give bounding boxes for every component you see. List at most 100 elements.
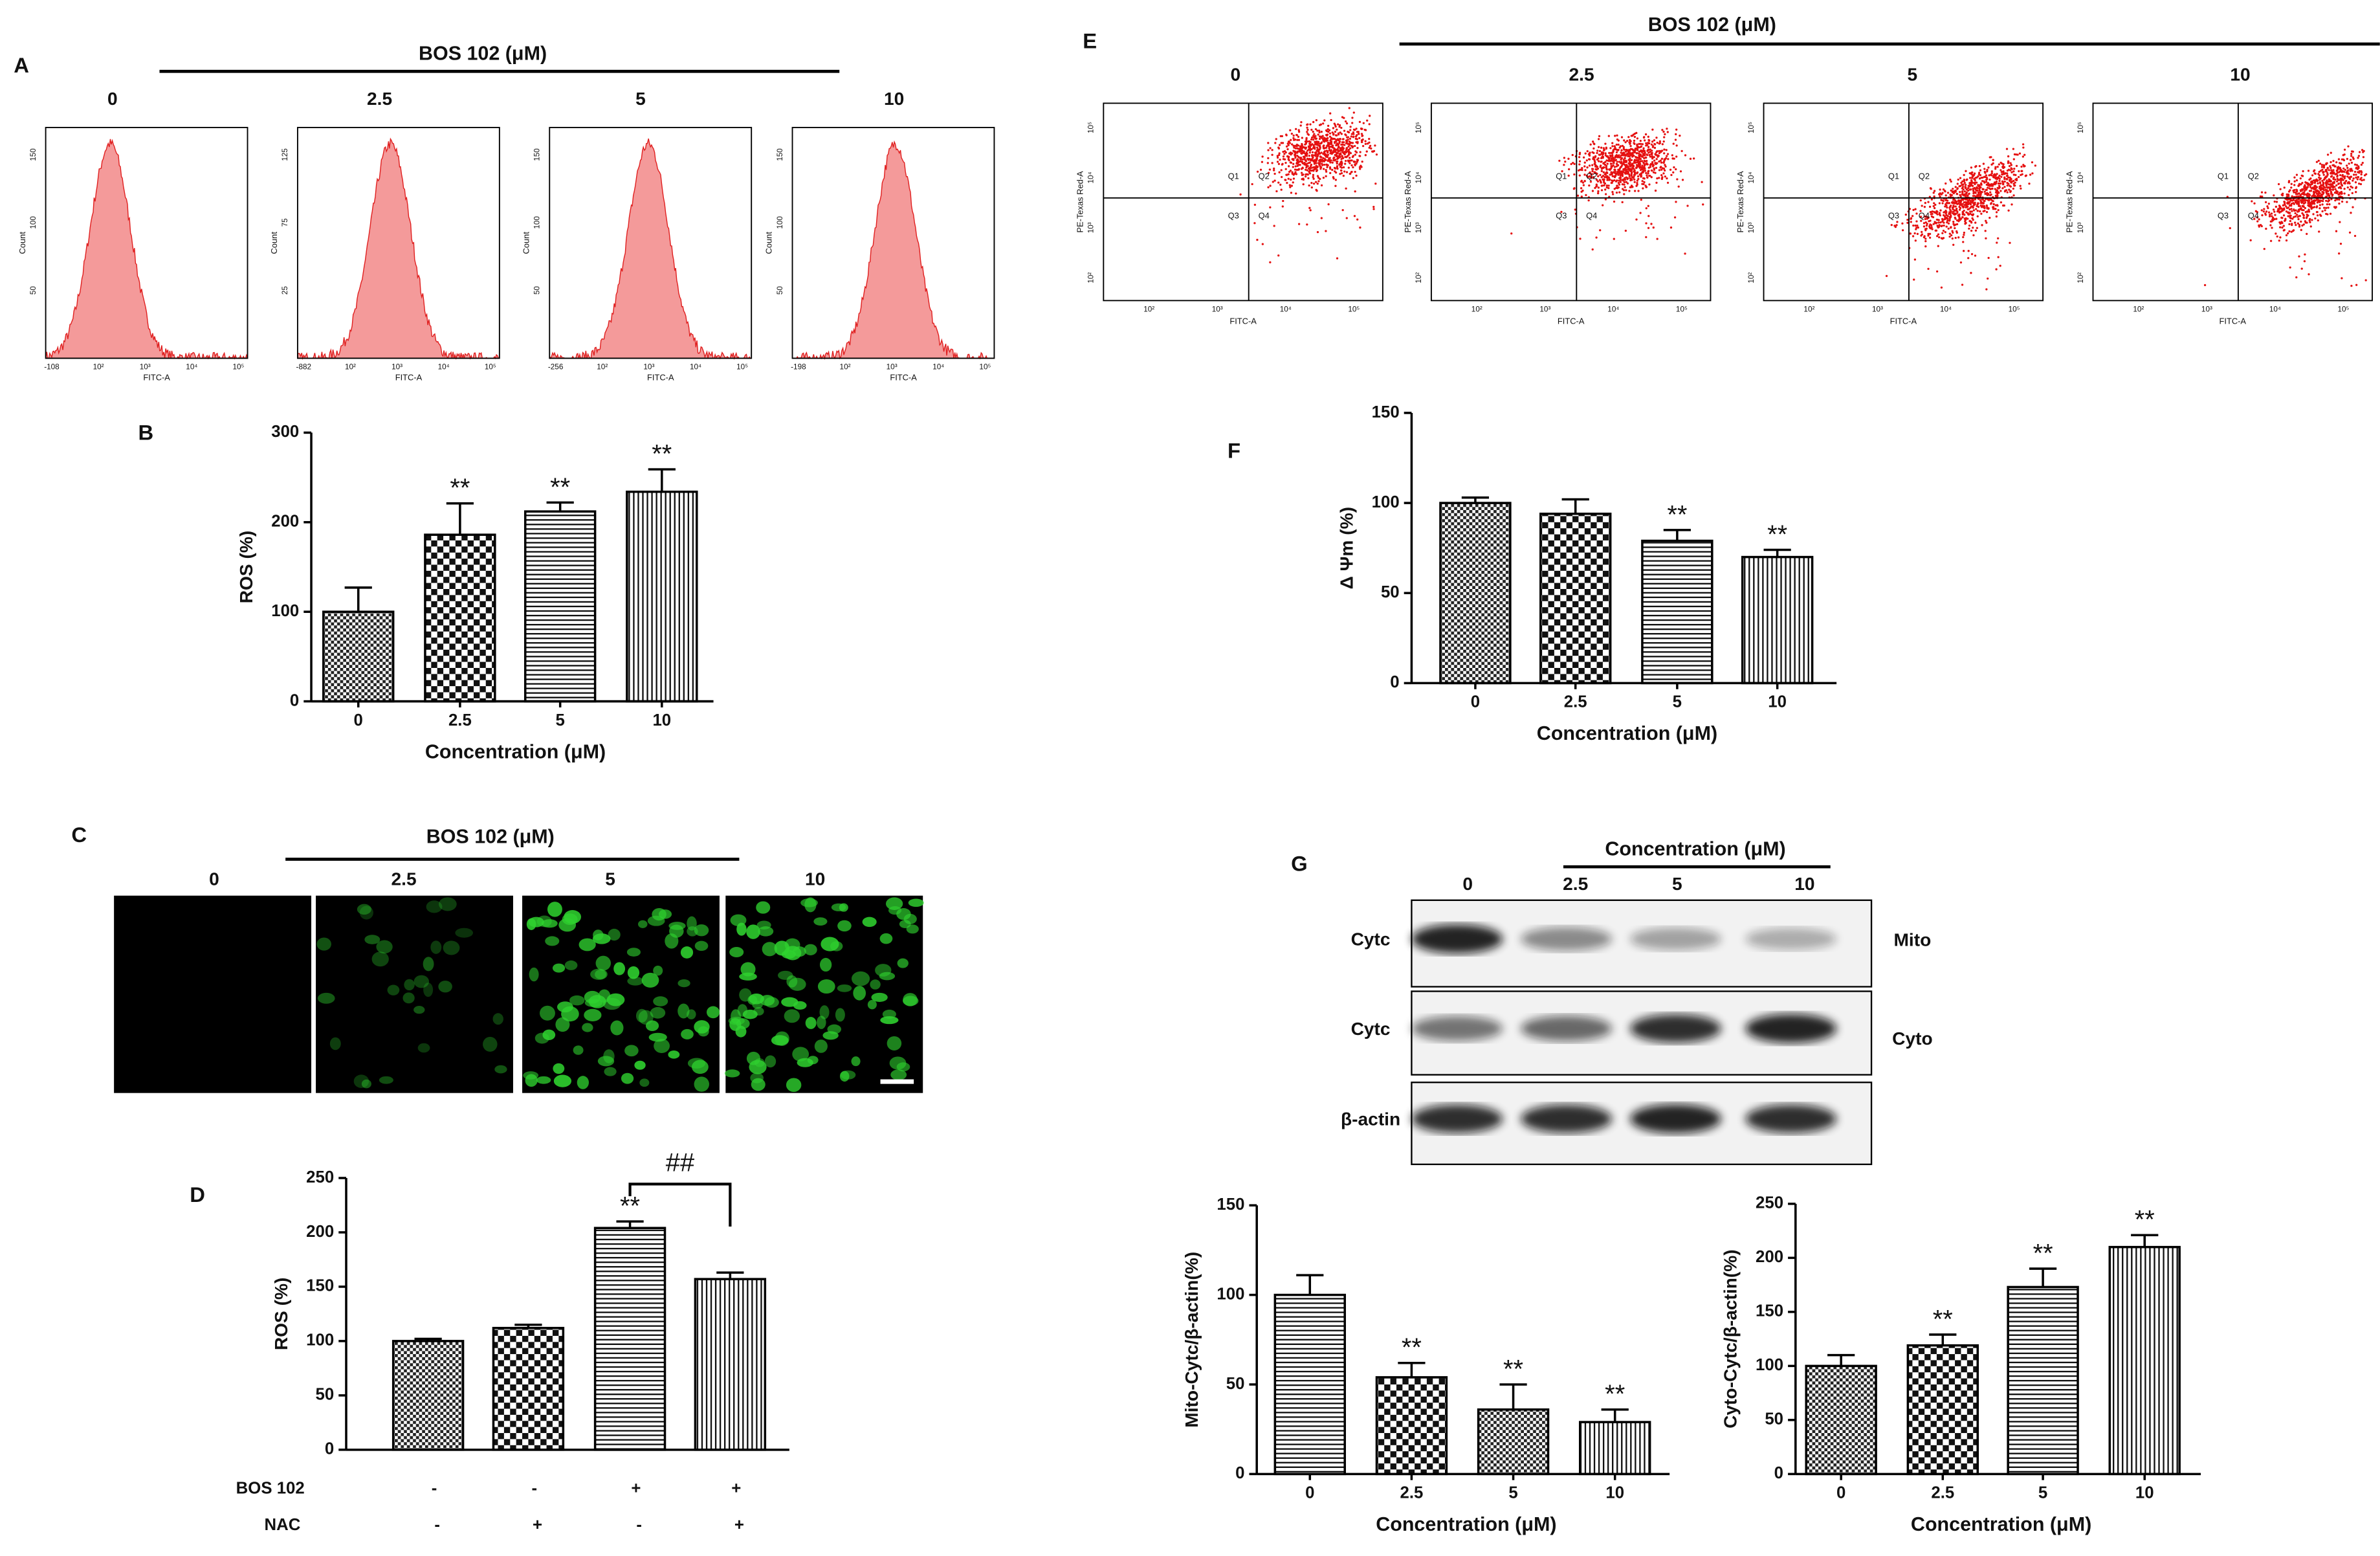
scatter-dot (1602, 174, 1605, 177)
scatter-dot (1615, 191, 1618, 194)
scatter-dot (2341, 200, 2344, 203)
scatter-dot (1578, 169, 1580, 172)
scatter-dot (2316, 214, 2319, 217)
scatter-dot (1649, 164, 1651, 166)
scatter-dot (1602, 171, 1605, 173)
scatter-dot (1308, 161, 1311, 164)
scatter-dot (1919, 216, 1923, 218)
scatter-dot (2344, 181, 2346, 184)
scatter-dot (2332, 159, 2335, 162)
scatter-dot (2293, 208, 2295, 211)
cell (423, 957, 434, 972)
scatter-dot (2319, 177, 2322, 180)
scatter-dot (1636, 159, 1640, 162)
x-tick-label: 10³ (887, 363, 898, 372)
scatter-dot (1631, 154, 1634, 157)
y-tick-label: 150 (776, 148, 784, 161)
scatter-dot (1996, 166, 1999, 168)
cell (653, 965, 663, 976)
scatter-dot (2293, 203, 2295, 205)
scatter-dot (1984, 175, 1987, 179)
scatter-dot (2345, 164, 2348, 167)
scatter-dot (2309, 186, 2311, 188)
scatter-dot (2339, 243, 2342, 245)
scatter-dot (1987, 186, 1989, 189)
scatter-dot (1669, 226, 1673, 229)
scatter-dot (1637, 177, 1640, 181)
cell (621, 1073, 634, 1084)
scatter-dot (1578, 163, 1581, 166)
scatter-dot (1954, 205, 1957, 208)
scatter-dot (1323, 147, 1327, 150)
scatter-dot (1613, 200, 1616, 203)
row-sign: + (731, 1480, 741, 1498)
y-tick-label: 10⁴ (1747, 172, 1756, 183)
cell (361, 1079, 371, 1089)
scatter-dot (1968, 208, 1970, 210)
scatter-dot (1583, 161, 1586, 164)
scatter-dot (1279, 135, 1282, 138)
scatter-dot (1593, 142, 1596, 146)
scatter-dot (1615, 165, 1618, 168)
scatter-dot (2308, 219, 2311, 222)
scatter-dot (2275, 201, 2278, 203)
scatter-dot (1289, 129, 1292, 131)
scatter-dot (2338, 202, 2341, 205)
y-tick-label: 10⁴ (1415, 172, 1423, 183)
scatter-dot (1628, 175, 1631, 177)
scatter-dot (2345, 179, 2348, 183)
x-axis-label: FITC-A (1890, 317, 1917, 326)
scatter-dot (1971, 217, 1974, 219)
scatter-dot (1595, 179, 1598, 181)
scatter-dot (1349, 129, 1352, 131)
scatter-dot (1355, 151, 1358, 154)
scatter-dot (1693, 157, 1695, 160)
plot-frame (791, 127, 995, 359)
cell (608, 928, 621, 941)
scatter-dot (1573, 173, 1576, 176)
scatter-dot (1604, 193, 1607, 195)
scatter-dot (2305, 188, 2308, 191)
scatter-dot (1292, 159, 1295, 161)
scatter-dot (1306, 169, 1308, 172)
cell (694, 940, 709, 951)
scatter-dot (1643, 157, 1646, 160)
scatter-dot (2328, 178, 2330, 181)
scatter-dot (1990, 163, 1993, 166)
scatter-dot (1295, 128, 1297, 130)
scatter-dot (2318, 176, 2320, 179)
scatter-dot (1638, 156, 1641, 159)
scatter-dot (1347, 139, 1349, 141)
scatter-dot (1350, 170, 1353, 173)
cell (564, 960, 578, 970)
significance: ** (1767, 520, 1787, 549)
scatter-dot (1996, 190, 2000, 194)
scatter-dot (1631, 148, 1635, 151)
scatter-dot (2297, 210, 2299, 213)
scatter-dot (2302, 170, 2304, 173)
scatter-dot (1635, 131, 1638, 135)
scatter-dot (1979, 190, 1983, 194)
scatter-dot (2341, 177, 2343, 180)
scatter-dot (1640, 175, 1643, 177)
bar (1273, 1293, 1346, 1476)
scatter-dot (1965, 198, 1968, 201)
scatter-dot (1946, 202, 1949, 205)
scatter-dot (1615, 162, 1618, 165)
scatter-dot (1621, 183, 1624, 186)
scatter-dot (1624, 141, 1627, 144)
scatter-dot (1279, 159, 1281, 161)
scatter-dot (2291, 217, 2294, 220)
scatter-dot (1625, 189, 1627, 192)
scatter-dot (1610, 172, 1613, 174)
quadrant-label: Q3 (1888, 210, 1899, 220)
scatter-dot (1997, 182, 2000, 185)
scatter-dot (1296, 139, 1299, 141)
scatter-dot (2331, 188, 2334, 191)
scatter-dot (1266, 162, 1269, 164)
cell (903, 993, 918, 1006)
scatter-dot (1290, 192, 1293, 194)
scatter-dot (1285, 145, 1288, 148)
scatter-dot (2010, 167, 2012, 170)
scatter-dot (1612, 164, 1614, 167)
